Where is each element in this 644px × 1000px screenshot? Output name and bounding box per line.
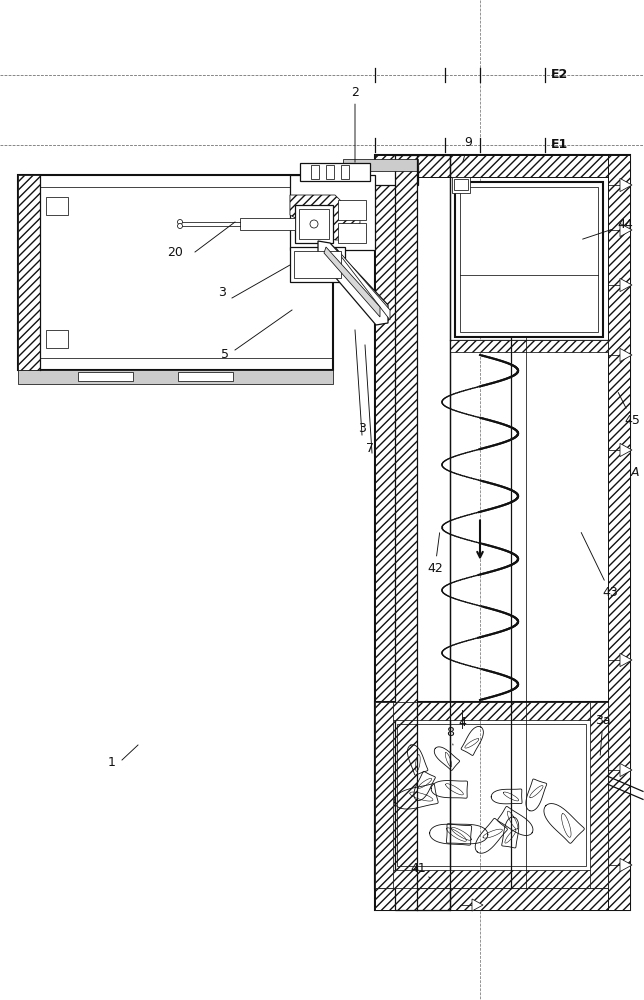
Polygon shape	[620, 178, 632, 192]
Text: 44: 44	[583, 219, 633, 239]
Polygon shape	[318, 241, 388, 325]
Text: 3: 3	[218, 286, 226, 298]
Circle shape	[310, 220, 318, 228]
Bar	[295, 205, 333, 243]
Bar	[375, 702, 393, 888]
Text: 3: 3	[358, 422, 366, 434]
Circle shape	[178, 224, 182, 229]
Bar	[608, 155, 630, 910]
Bar	[590, 702, 608, 888]
Bar	[452, 177, 470, 193]
Bar	[240, 218, 295, 230]
Bar	[326, 165, 334, 179]
Bar	[18, 175, 40, 370]
Bar	[18, 370, 333, 384]
Polygon shape	[620, 653, 632, 667]
Bar	[299, 209, 329, 239]
Polygon shape	[620, 858, 632, 872]
Text: 8: 8	[446, 726, 454, 745]
Polygon shape	[620, 763, 632, 777]
Bar	[375, 870, 608, 888]
Bar	[395, 155, 450, 910]
Polygon shape	[472, 899, 483, 911]
Text: 1: 1	[108, 756, 116, 768]
Bar	[46, 330, 68, 348]
Polygon shape	[620, 348, 632, 362]
Text: 5: 5	[221, 349, 229, 361]
Bar	[341, 165, 349, 179]
Text: 20: 20	[167, 245, 183, 258]
Text: 3a: 3a	[595, 714, 611, 755]
Bar	[300, 163, 370, 181]
Bar	[450, 340, 608, 352]
Bar	[294, 251, 341, 278]
Bar	[46, 197, 68, 215]
Bar	[455, 182, 603, 337]
Polygon shape	[290, 195, 360, 240]
Bar	[178, 372, 233, 381]
Bar	[311, 165, 319, 179]
Text: 7: 7	[366, 442, 374, 454]
Text: 9: 9	[463, 136, 472, 162]
Bar	[338, 200, 366, 220]
Text: 43: 43	[581, 532, 618, 598]
Bar	[375, 702, 608, 888]
Bar	[375, 155, 397, 910]
Text: 45: 45	[618, 392, 640, 426]
Polygon shape	[620, 223, 632, 237]
Polygon shape	[620, 443, 632, 457]
Text: 4: 4	[458, 716, 466, 728]
Polygon shape	[336, 248, 390, 320]
Polygon shape	[324, 247, 380, 317]
Text: 41: 41	[410, 861, 430, 878]
Circle shape	[178, 220, 182, 225]
Bar	[78, 372, 133, 381]
Text: E2: E2	[551, 68, 569, 82]
Text: A: A	[630, 466, 639, 479]
Text: 42: 42	[427, 533, 443, 574]
Bar	[460, 187, 598, 332]
Bar	[290, 247, 345, 282]
Text: E1: E1	[551, 138, 569, 151]
Bar	[397, 724, 586, 866]
Bar	[454, 179, 468, 190]
Bar	[343, 159, 418, 171]
Bar	[395, 155, 417, 910]
Bar	[338, 223, 366, 243]
Bar	[18, 175, 333, 370]
Polygon shape	[620, 278, 632, 292]
Bar	[290, 175, 375, 250]
Bar	[375, 888, 630, 910]
Bar	[328, 165, 418, 185]
Bar	[375, 702, 608, 720]
Text: 2: 2	[351, 86, 359, 162]
Bar	[375, 155, 630, 910]
Bar	[375, 155, 630, 177]
